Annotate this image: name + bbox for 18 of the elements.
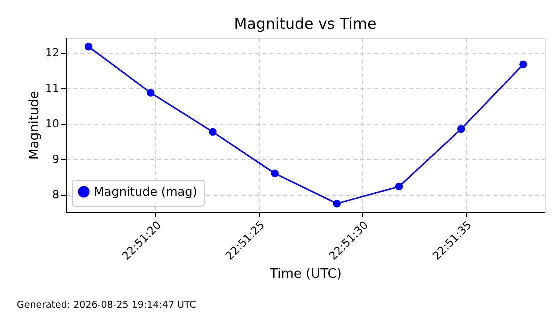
point [84, 43, 93, 51]
point [395, 182, 404, 191]
y-tick-label: 12 [46, 46, 60, 60]
y-tick-label: 8 [52, 188, 60, 202]
y-axis-title: Magnitude [28, 91, 43, 160]
point [333, 200, 342, 208]
y-tick-label: 10 [46, 117, 60, 130]
y-tick-label: 9 [52, 152, 60, 166]
point [147, 89, 155, 97]
point [209, 128, 217, 136]
text: Generated: 2026-08-25 19:14:47 UTC [17, 300, 197, 311]
y-tick-label: 11 [46, 82, 60, 95]
legend-label: Magnitude (mag) [94, 185, 198, 199]
x-axis-title: Time (UTC) [269, 267, 342, 282]
point [520, 60, 528, 68]
point [458, 125, 466, 134]
point [271, 170, 279, 178]
chart-title: Magnitude vs Time [234, 15, 377, 33]
